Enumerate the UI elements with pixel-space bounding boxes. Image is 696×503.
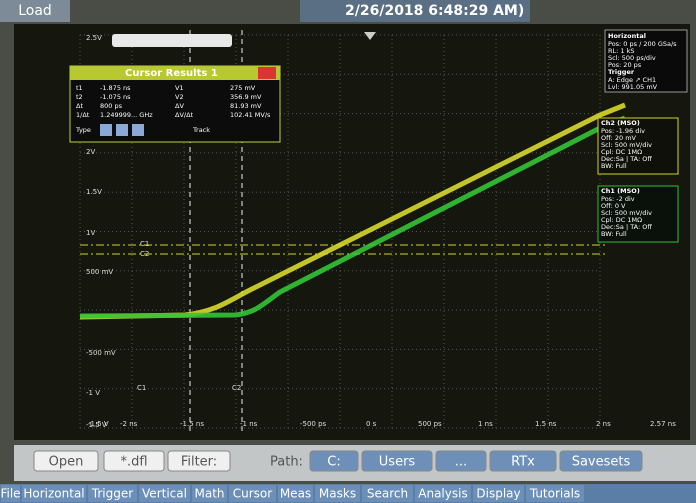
crumb: Savesets (572, 455, 631, 470)
menu-text: Meas (280, 487, 311, 501)
type-button[interactable] (100, 124, 112, 136)
page: Load 2/26/2018 6:48:29 AM) 2.5V 2V 1.5V 1V 5… (0, 0, 696, 503)
y-label: -1 V (86, 389, 100, 397)
x-label: 1.5 ns (535, 420, 557, 428)
path-label: Path: (270, 455, 303, 470)
x-label: 0 s (366, 420, 377, 428)
y-label: 1V (86, 229, 95, 237)
result-cell: t1 (76, 84, 83, 92)
result-cell: t2 (76, 93, 83, 101)
toolbar-items: Open *.dfl Filter: Path: C: Users... RTx Savese… (34, 451, 642, 471)
scope-tab[interactable] (112, 34, 232, 47)
crumb: RTx (511, 455, 535, 470)
result-cell: 275 mV (230, 84, 256, 92)
filetype: *.dfl (120, 455, 147, 470)
result-cell: 1/Δt (76, 111, 90, 119)
result-cell: -1.875 ns (100, 84, 131, 92)
result-cell: 81.93 mV (230, 102, 262, 110)
crumb: Users (379, 455, 416, 470)
x-label: 2.57 ns (650, 420, 676, 428)
cursor-tag: C1 (140, 240, 149, 248)
menu-text: Analysis (418, 487, 467, 501)
x-label: -1 ns (240, 420, 258, 428)
type-button[interactable] (116, 124, 128, 136)
close-button[interactable] (258, 67, 276, 79)
x-label: 500 ps (418, 420, 442, 428)
result-cell: 1.249999... GHz (100, 111, 153, 119)
x-label: -1.5 V (88, 420, 109, 428)
panel-line: BW: Full (601, 162, 627, 170)
y-label: 2.5V (86, 34, 102, 42)
crumb: C: (327, 455, 340, 470)
result-cell: V1 (175, 84, 184, 92)
type-label: Type (75, 126, 91, 134)
result-cell: ΔV (175, 102, 184, 110)
panel-line: Lvl: 991.05 mV (608, 83, 658, 91)
x-label: 2 ns (596, 420, 611, 428)
y-label: -500 mV (86, 349, 116, 357)
menu-text: Horizontal (23, 487, 84, 501)
datetime: 2/26/2018 6:48:29 AM) (345, 3, 524, 19)
type-button[interactable] (132, 124, 144, 136)
menu-text: Math (194, 487, 224, 501)
menu-text: Tutorials (529, 487, 580, 501)
filter: Filter: (181, 455, 217, 470)
crumb: ... (455, 455, 467, 470)
result-cell: ΔV/Δt (175, 111, 194, 119)
cursor-results: Cursor Results 1 Type Track t1 -1.875 ns V… (70, 66, 280, 142)
panel-title: Cursor Results 1 (125, 68, 218, 79)
open: Open (49, 455, 84, 470)
cursor-tag: C2 (232, 384, 241, 392)
result-cell: 102.41 MV/s (230, 111, 271, 119)
y-label: 500 mV (86, 268, 113, 276)
result-cell: Δt (76, 102, 83, 110)
menu-text: Search (367, 487, 408, 501)
panel-title: Trigger (608, 68, 635, 76)
track-label: Track (192, 126, 210, 134)
panel-title: Ch2 (MSO) (601, 119, 640, 127)
menu-text: File (0, 487, 20, 501)
load-text: Load (18, 3, 52, 19)
menu-text: Display (476, 487, 520, 501)
result-cell: 800 ps (100, 102, 123, 110)
panel-line: BW: Full (601, 230, 627, 238)
menu-text: Masks (319, 487, 356, 501)
menu-text: Cursor (233, 487, 273, 501)
y-label: 2V (86, 148, 95, 156)
result-cell: -1.075 ns (100, 93, 131, 101)
panel-title: Horizontal (608, 32, 646, 40)
scope-photo: Load 2/26/2018 6:48:29 AM) 2.5V 2V 1.5V 1V 5… (0, 0, 696, 503)
result-cell: V2 (175, 93, 184, 101)
menu-text: Trigger (91, 487, 133, 501)
menu-text: Vertical (142, 487, 187, 501)
x-label: -1.5 ns (180, 420, 204, 428)
x-label: -500 ps (300, 420, 327, 428)
y-label: 1.5V (86, 188, 102, 196)
panel-title: Ch1 (MSO) (601, 187, 640, 195)
x-label: -2 ns (120, 420, 138, 428)
cursor-tag: C1 (137, 384, 146, 392)
result-cell: 356.9 mV (230, 93, 262, 101)
x-label: 1 ns (478, 420, 493, 428)
